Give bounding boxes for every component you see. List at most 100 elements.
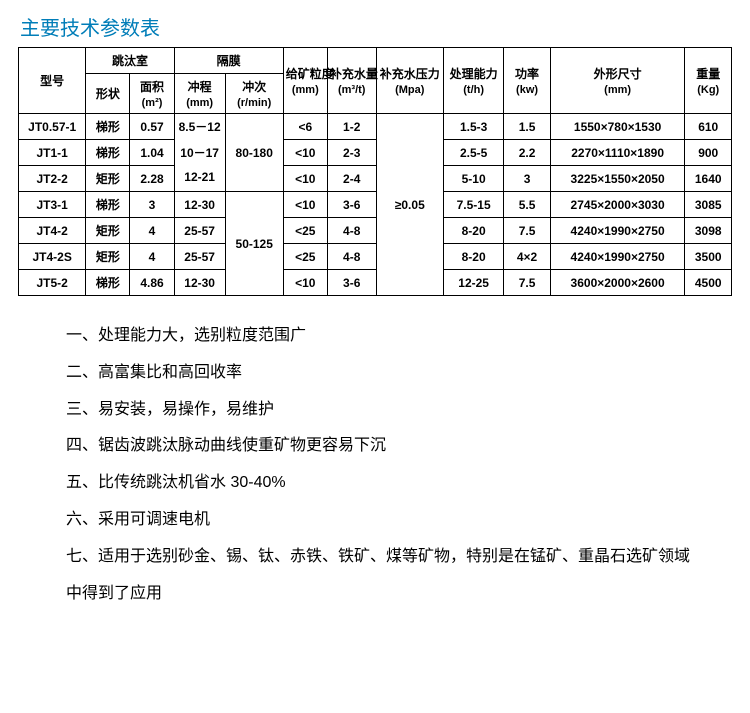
table-row: JT0.57-1 梯形 0.57 8.5－12 80-180 <6 1-2 ≥0… bbox=[19, 114, 732, 140]
cell-water: 1-2 bbox=[327, 114, 376, 140]
cell-model: JT5-2 bbox=[19, 270, 86, 296]
feature-item: 六、采用可调速电机 bbox=[66, 502, 702, 539]
table-row: JT4-2S 矩形 4 25-57 <25 4-8 8-20 4×2 4240×… bbox=[19, 244, 732, 270]
table-body: JT0.57-1 梯形 0.57 8.5－12 80-180 <6 1-2 ≥0… bbox=[19, 114, 732, 296]
cell-dim: 4240×1990×2750 bbox=[550, 244, 685, 270]
cell-stroke: 12-21 bbox=[174, 166, 225, 192]
table-row: JT1-1 梯形 1.04 10－17 <10 2-3 2.5-5 2.2 22… bbox=[19, 140, 732, 166]
feature-item: 三、易安装，易操作，易维护 bbox=[66, 392, 702, 429]
table-row: JT3-1 梯形 3 12-30 50-125 <10 3-6 7.5-15 5… bbox=[19, 192, 732, 218]
cell-pressure: ≥0.05 bbox=[376, 114, 443, 296]
cell-model: JT4-2 bbox=[19, 218, 86, 244]
feature-item: 四、锯齿波跳汰脉动曲线使重矿物更容易下沉 bbox=[66, 428, 702, 465]
cell-water: 2-3 bbox=[327, 140, 376, 166]
feature-item: 二、高富集比和高回收率 bbox=[66, 355, 702, 392]
cell-cap: 1.5-3 bbox=[443, 114, 503, 140]
cell-wt: 4500 bbox=[685, 270, 732, 296]
cell-area: 0.57 bbox=[130, 114, 174, 140]
cell-power: 7.5 bbox=[504, 270, 550, 296]
h-model: 型号 bbox=[19, 48, 86, 114]
cell-shape: 梯形 bbox=[86, 270, 130, 296]
h-shape: 形状 bbox=[86, 74, 130, 114]
cell-cap: 2.5-5 bbox=[443, 140, 503, 166]
cell-model: JT3-1 bbox=[19, 192, 86, 218]
cell-water: 3-6 bbox=[327, 192, 376, 218]
h-capacity: 处理能力(t/h) bbox=[443, 48, 503, 114]
cell-freq-g2: 50-125 bbox=[225, 192, 283, 296]
cell-dim: 2270×1110×1890 bbox=[550, 140, 685, 166]
cell-cap: 8-20 bbox=[443, 218, 503, 244]
h-weight: 重量(Kg) bbox=[685, 48, 732, 114]
table-row: JT5-2 梯形 4.86 12-30 <10 3-6 12-25 7.5 36… bbox=[19, 270, 732, 296]
cell-power: 1.5 bbox=[504, 114, 550, 140]
cell-wt: 610 bbox=[685, 114, 732, 140]
cell-wt: 3085 bbox=[685, 192, 732, 218]
cell-feed: <25 bbox=[283, 218, 327, 244]
cell-power: 2.2 bbox=[504, 140, 550, 166]
cell-power: 7.5 bbox=[504, 218, 550, 244]
cell-shape: 矩形 bbox=[86, 218, 130, 244]
table-row: JT4-2 矩形 4 25-57 <25 4-8 8-20 7.5 4240×1… bbox=[19, 218, 732, 244]
cell-area: 4 bbox=[130, 244, 174, 270]
cell-model: JT0.57-1 bbox=[19, 114, 86, 140]
spec-table: 型号 跳汰室 隔膜 给矿粒度(mm) 补充水量(m³/t) 补充水压力(Mpa)… bbox=[18, 47, 732, 296]
cell-stroke: 25-57 bbox=[174, 218, 225, 244]
cell-dim: 2745×2000×3030 bbox=[550, 192, 685, 218]
page-title: 主要技术参数表 bbox=[20, 12, 732, 41]
cell-area: 3 bbox=[130, 192, 174, 218]
feature-item: 五、比传统跳汰机省水 30-40% bbox=[66, 465, 702, 502]
h-pressure: 补充水压力(Mpa) bbox=[376, 48, 443, 114]
header-row-1: 型号 跳汰室 隔膜 给矿粒度(mm) 补充水量(m³/t) 补充水压力(Mpa)… bbox=[19, 48, 732, 74]
cell-water: 4-8 bbox=[327, 218, 376, 244]
cell-wt: 3098 bbox=[685, 218, 732, 244]
cell-shape: 梯形 bbox=[86, 140, 130, 166]
cell-stroke: 8.5－12 bbox=[174, 114, 225, 140]
feature-list: 一、处理能力大，选别粒度范围广 二、高富集比和高回收率 三、易安装，易操作，易维… bbox=[18, 318, 732, 612]
cell-freq-g1: 80-180 bbox=[225, 114, 283, 192]
cell-shape: 梯形 bbox=[86, 114, 130, 140]
cell-cap: 12-25 bbox=[443, 270, 503, 296]
cell-shape: 矩形 bbox=[86, 166, 130, 192]
cell-area: 2.28 bbox=[130, 166, 174, 192]
cell-water: 4-8 bbox=[327, 244, 376, 270]
cell-feed: <10 bbox=[283, 166, 327, 192]
cell-area: 4.86 bbox=[130, 270, 174, 296]
cell-feed: <6 bbox=[283, 114, 327, 140]
cell-area: 4 bbox=[130, 218, 174, 244]
h-diaphragm: 隔膜 bbox=[174, 48, 283, 74]
cell-dim: 3600×2000×2600 bbox=[550, 270, 685, 296]
cell-feed: <10 bbox=[283, 192, 327, 218]
feature-item: 七、适用于选别砂金、锡、钛、赤铁、铁矿、煤等矿物，特别是在锰矿、重晶石选矿领域中… bbox=[66, 539, 702, 613]
h-freq: 冲次(r/min) bbox=[225, 74, 283, 114]
cell-area: 1.04 bbox=[130, 140, 174, 166]
cell-water: 3-6 bbox=[327, 270, 376, 296]
cell-cap: 8-20 bbox=[443, 244, 503, 270]
cell-model: JT1-1 bbox=[19, 140, 86, 166]
cell-cap: 5-10 bbox=[443, 166, 503, 192]
cell-shape: 梯形 bbox=[86, 192, 130, 218]
cell-water: 2-4 bbox=[327, 166, 376, 192]
cell-feed: <10 bbox=[283, 270, 327, 296]
h-dim: 外形尺寸(mm) bbox=[550, 48, 685, 114]
cell-stroke: 12-30 bbox=[174, 270, 225, 296]
h-area: 面积(m²) bbox=[130, 74, 174, 114]
cell-model: JT4-2S bbox=[19, 244, 86, 270]
cell-dim: 4240×1990×2750 bbox=[550, 218, 685, 244]
cell-stroke: 10－17 bbox=[174, 140, 225, 166]
cell-shape: 矩形 bbox=[86, 244, 130, 270]
cell-model: JT2-2 bbox=[19, 166, 86, 192]
cell-power: 4×2 bbox=[504, 244, 550, 270]
cell-dim: 3225×1550×2050 bbox=[550, 166, 685, 192]
h-feed: 给矿粒度(mm) bbox=[283, 48, 327, 114]
cell-cap: 7.5-15 bbox=[443, 192, 503, 218]
h-stroke: 冲程(mm) bbox=[174, 74, 225, 114]
cell-feed: <10 bbox=[283, 140, 327, 166]
cell-stroke: 12-30 bbox=[174, 192, 225, 218]
cell-dim: 1550×780×1530 bbox=[550, 114, 685, 140]
h-power: 功率(kw) bbox=[504, 48, 550, 114]
feature-item: 一、处理能力大，选别粒度范围广 bbox=[66, 318, 702, 355]
cell-feed: <25 bbox=[283, 244, 327, 270]
cell-stroke: 25-57 bbox=[174, 244, 225, 270]
h-water: 补充水量(m³/t) bbox=[327, 48, 376, 114]
h-jigroom: 跳汰室 bbox=[86, 48, 174, 74]
